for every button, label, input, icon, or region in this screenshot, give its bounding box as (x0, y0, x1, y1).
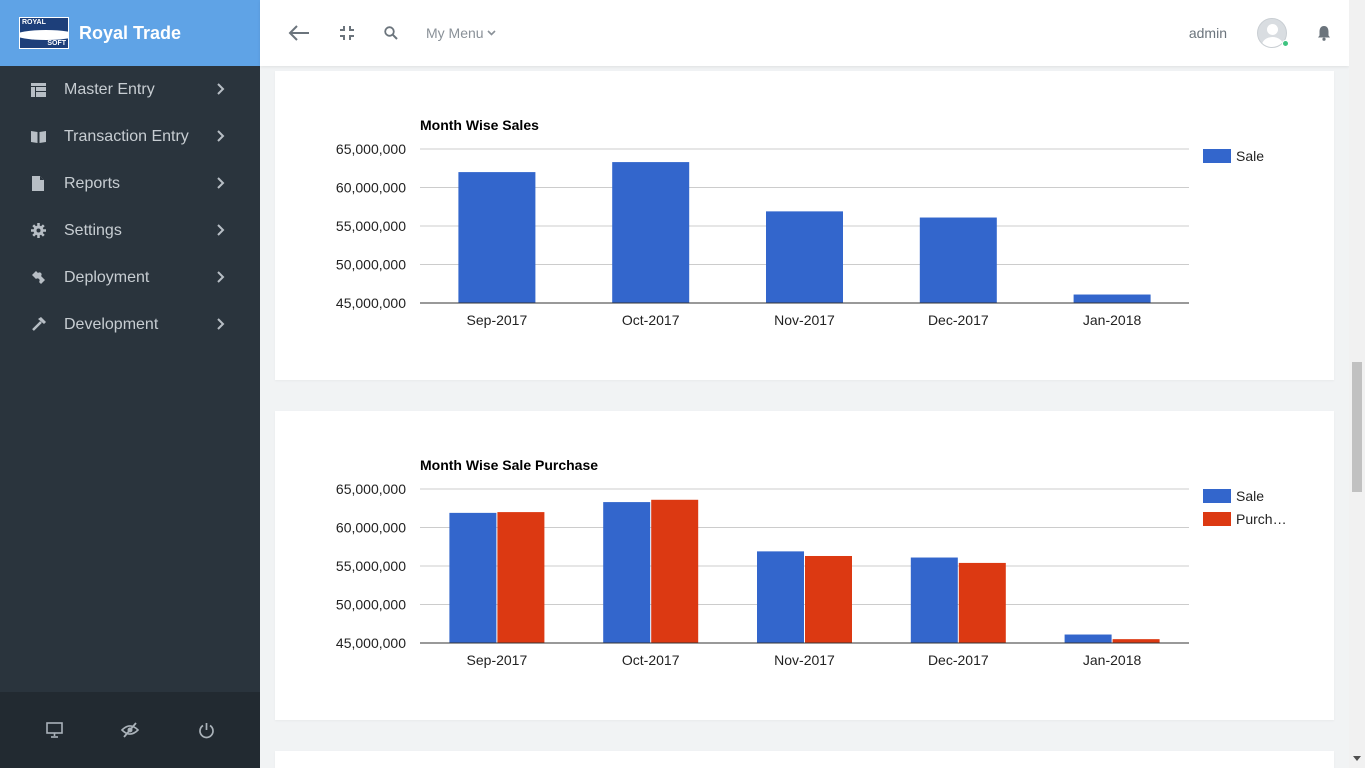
chart-card-partial (275, 751, 1334, 768)
chart-card-month-wise-sales: Month Wise Sales 65,000,000 60,000,000 55,0… (275, 71, 1334, 380)
bar-purch-jan-2018[interactable] (1112, 639, 1160, 643)
legend-swatch[interactable] (1203, 149, 1231, 163)
chevron-right-icon (217, 176, 227, 192)
bar-purch-oct-2017[interactable] (651, 499, 699, 643)
bar-purch-dec-2017[interactable] (958, 562, 1006, 643)
y-tick-label: 65,000,000 (336, 141, 406, 157)
bar-sale-nov-2017[interactable] (757, 551, 804, 643)
x-tick-label: Sep-2017 (467, 652, 528, 668)
legend-label[interactable]: Sale (1236, 148, 1264, 164)
royal-soft-logo: ROYAL SOFT (19, 17, 69, 49)
sidebar-item-label: Reports (64, 174, 121, 192)
legend-label[interactable]: Purch… (1236, 511, 1287, 527)
bar-sale-sep-2017[interactable] (458, 172, 536, 303)
logo-text-top: ROYAL (22, 19, 46, 26)
y-tick-label: 65,000,000 (336, 481, 406, 497)
bar-sale-nov-2017[interactable] (766, 211, 843, 303)
brand-name: Royal Trade (79, 22, 182, 43)
page-scrollbar[interactable] (1349, 0, 1365, 768)
sidebar-footer (0, 692, 260, 768)
sidebar-item-reports[interactable]: Reports (0, 160, 260, 207)
chevron-right-icon (217, 270, 227, 286)
sidebar-item-label: Settings (64, 221, 122, 239)
x-tick-label: Nov-2017 (774, 312, 835, 328)
sidebar-item-transaction-entry[interactable]: Transaction Entry (0, 113, 260, 160)
my-menu-label: My Menu (426, 25, 484, 41)
legend-swatch[interactable] (1203, 489, 1231, 503)
compress-icon[interactable] (336, 22, 358, 44)
sidebar-menu: Master Entry Transaction Entry Reports (0, 66, 260, 348)
file-icon (30, 176, 46, 192)
brand-header[interactable]: ROYAL SOFT Royal Trade (0, 0, 260, 66)
table-icon (30, 82, 46, 98)
sidebar-item-label: Development (64, 315, 159, 333)
bar-sale-dec-2017[interactable] (919, 217, 997, 303)
y-tick-label: 50,000,000 (336, 257, 406, 273)
sidebar: ROYAL SOFT Royal Trade Master Entry Tran… (0, 0, 260, 768)
y-tick-label: 55,000,000 (336, 218, 406, 234)
sidebar-item-label: Master Entry (64, 80, 155, 98)
bar-sale-jan-2018[interactable] (1073, 294, 1151, 303)
chevron-right-icon (217, 317, 227, 333)
topbar: My Menu admin (260, 0, 1349, 66)
y-tick-label: 55,000,000 (336, 558, 406, 574)
sidebar-item-development[interactable]: Development (0, 301, 260, 348)
bar-sale-dec-2017[interactable] (910, 557, 958, 643)
user-name[interactable]: admin (1188, 25, 1227, 41)
chevron-right-icon (217, 129, 227, 145)
x-tick-label: Jan-2018 (1083, 312, 1142, 328)
puzzle-icon (30, 270, 46, 286)
bar-purch-sep-2017[interactable] (497, 512, 545, 643)
month-wise-sales-chart: Month Wise Sales 65,000,000 60,000,000 55,0… (336, 117, 1264, 328)
sidebar-item-deployment[interactable]: Deployment (0, 254, 260, 301)
x-tick-label: Sep-2017 (467, 312, 528, 328)
hammer-icon (30, 317, 46, 333)
logo-text-bottom: SOFT (47, 40, 66, 47)
x-tick-label: Dec-2017 (928, 312, 989, 328)
bar-sale-oct-2017[interactable] (612, 162, 690, 303)
chart-title: Month Wise Sales (420, 117, 539, 133)
chart-card-month-wise-sale-purchase: Month Wise Sale Purchase 65,000,000 60,000… (275, 411, 1334, 720)
sidebar-item-settings[interactable]: Settings (0, 207, 260, 254)
x-tick-label: Oct-2017 (622, 312, 680, 328)
legend-swatch[interactable] (1203, 512, 1231, 526)
y-tick-label: 45,000,000 (336, 635, 406, 651)
scrollbar-thumb[interactable] (1352, 362, 1362, 492)
x-tick-label: Nov-2017 (774, 652, 835, 668)
bar-purch-nov-2017[interactable] (805, 555, 852, 643)
bar-sale-jan-2018[interactable] (1064, 634, 1112, 643)
power-icon[interactable] (196, 720, 216, 740)
y-tick-label: 45,000,000 (336, 295, 406, 311)
chevron-right-icon (217, 82, 227, 98)
y-tick-label: 50,000,000 (336, 597, 406, 613)
bell-icon[interactable] (1313, 22, 1335, 44)
month-wise-sale-purchase-chart: Month Wise Sale Purchase 65,000,000 60,000… (336, 457, 1287, 668)
monitor-icon[interactable] (44, 720, 64, 740)
online-status-dot (1282, 40, 1289, 47)
bar-sale-oct-2017[interactable] (603, 502, 651, 643)
back-arrow-icon[interactable] (288, 22, 310, 44)
chevron-down-icon (487, 30, 496, 36)
y-tick-label: 60,000,000 (336, 520, 406, 536)
legend-label[interactable]: Sale (1236, 488, 1264, 504)
bar-sale-sep-2017[interactable] (449, 512, 497, 643)
chevron-right-icon (217, 223, 227, 239)
x-tick-label: Oct-2017 (622, 652, 680, 668)
x-tick-label: Jan-2018 (1083, 652, 1142, 668)
my-menu-dropdown[interactable]: My Menu (426, 25, 496, 41)
gear-icon (30, 223, 46, 239)
book-icon (30, 129, 46, 145)
sidebar-item-master-entry[interactable]: Master Entry (0, 66, 260, 113)
chart-title: Month Wise Sale Purchase (420, 457, 598, 473)
eye-slash-icon[interactable] (120, 720, 140, 740)
x-tick-label: Dec-2017 (928, 652, 989, 668)
search-icon[interactable] (380, 22, 402, 44)
sidebar-item-label: Transaction Entry (64, 127, 189, 145)
scroll-down-arrow-icon[interactable] (1353, 756, 1361, 761)
y-tick-label: 60,000,000 (336, 180, 406, 196)
sidebar-item-label: Deployment (64, 268, 150, 286)
avatar[interactable] (1257, 18, 1287, 48)
